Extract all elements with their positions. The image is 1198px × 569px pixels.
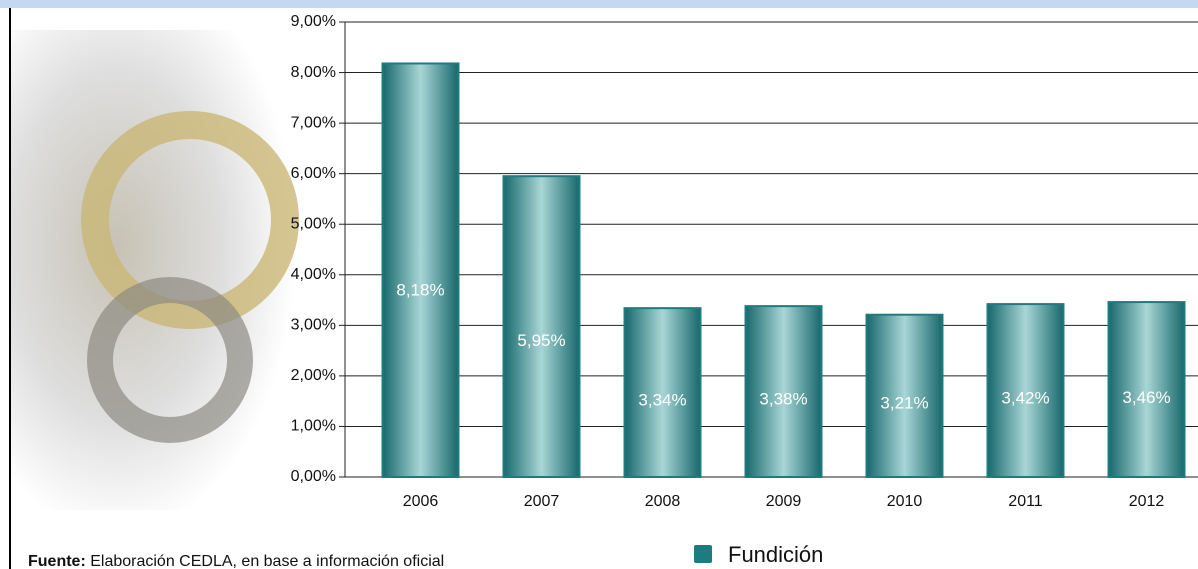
- y-tick-label: 5,00%: [291, 215, 336, 232]
- x-tick-label: 2008: [645, 493, 681, 510]
- x-tick-label: 2006: [403, 493, 439, 510]
- y-tick-label: 7,00%: [291, 114, 336, 131]
- y-tick-label: 3,00%: [291, 317, 336, 334]
- data-label: 8,18%: [396, 280, 444, 299]
- x-tick-label: 2007: [524, 493, 560, 510]
- x-tick-label: 2009: [766, 493, 802, 510]
- x-tick-label: 2011: [1008, 493, 1043, 510]
- data-label: 5,95%: [517, 331, 565, 350]
- legend-label: Fundición: [728, 542, 823, 567]
- chart: Fuente: Elaboración CEDLA, en base a inf…: [0, 0, 1198, 569]
- legend-swatch: [694, 545, 712, 563]
- y-tick-label: 0,00%: [291, 468, 336, 485]
- bar: [504, 176, 580, 477]
- data-label: 3,21%: [880, 393, 928, 412]
- bar: [383, 63, 459, 477]
- y-tick-label: 6,00%: [291, 165, 336, 182]
- data-label: 3,38%: [759, 390, 807, 409]
- data-label: 3,46%: [1122, 388, 1170, 407]
- y-tick-label: 9,00%: [291, 13, 336, 30]
- top-band: [0, 0, 1198, 8]
- source-note: Fuente: Elaboración CEDLA, en base a inf…: [28, 553, 444, 569]
- y-tick-label: 4,00%: [291, 266, 336, 283]
- x-tick-label: 2010: [887, 493, 923, 510]
- y-tick-label: 1,00%: [291, 418, 336, 435]
- y-tick-label: 2,00%: [291, 367, 336, 384]
- y-tick-label: 8,00%: [291, 64, 336, 81]
- data-label: 3,34%: [638, 390, 686, 409]
- data-label: 3,42%: [1001, 389, 1049, 408]
- x-tick-label: 2012: [1129, 493, 1165, 510]
